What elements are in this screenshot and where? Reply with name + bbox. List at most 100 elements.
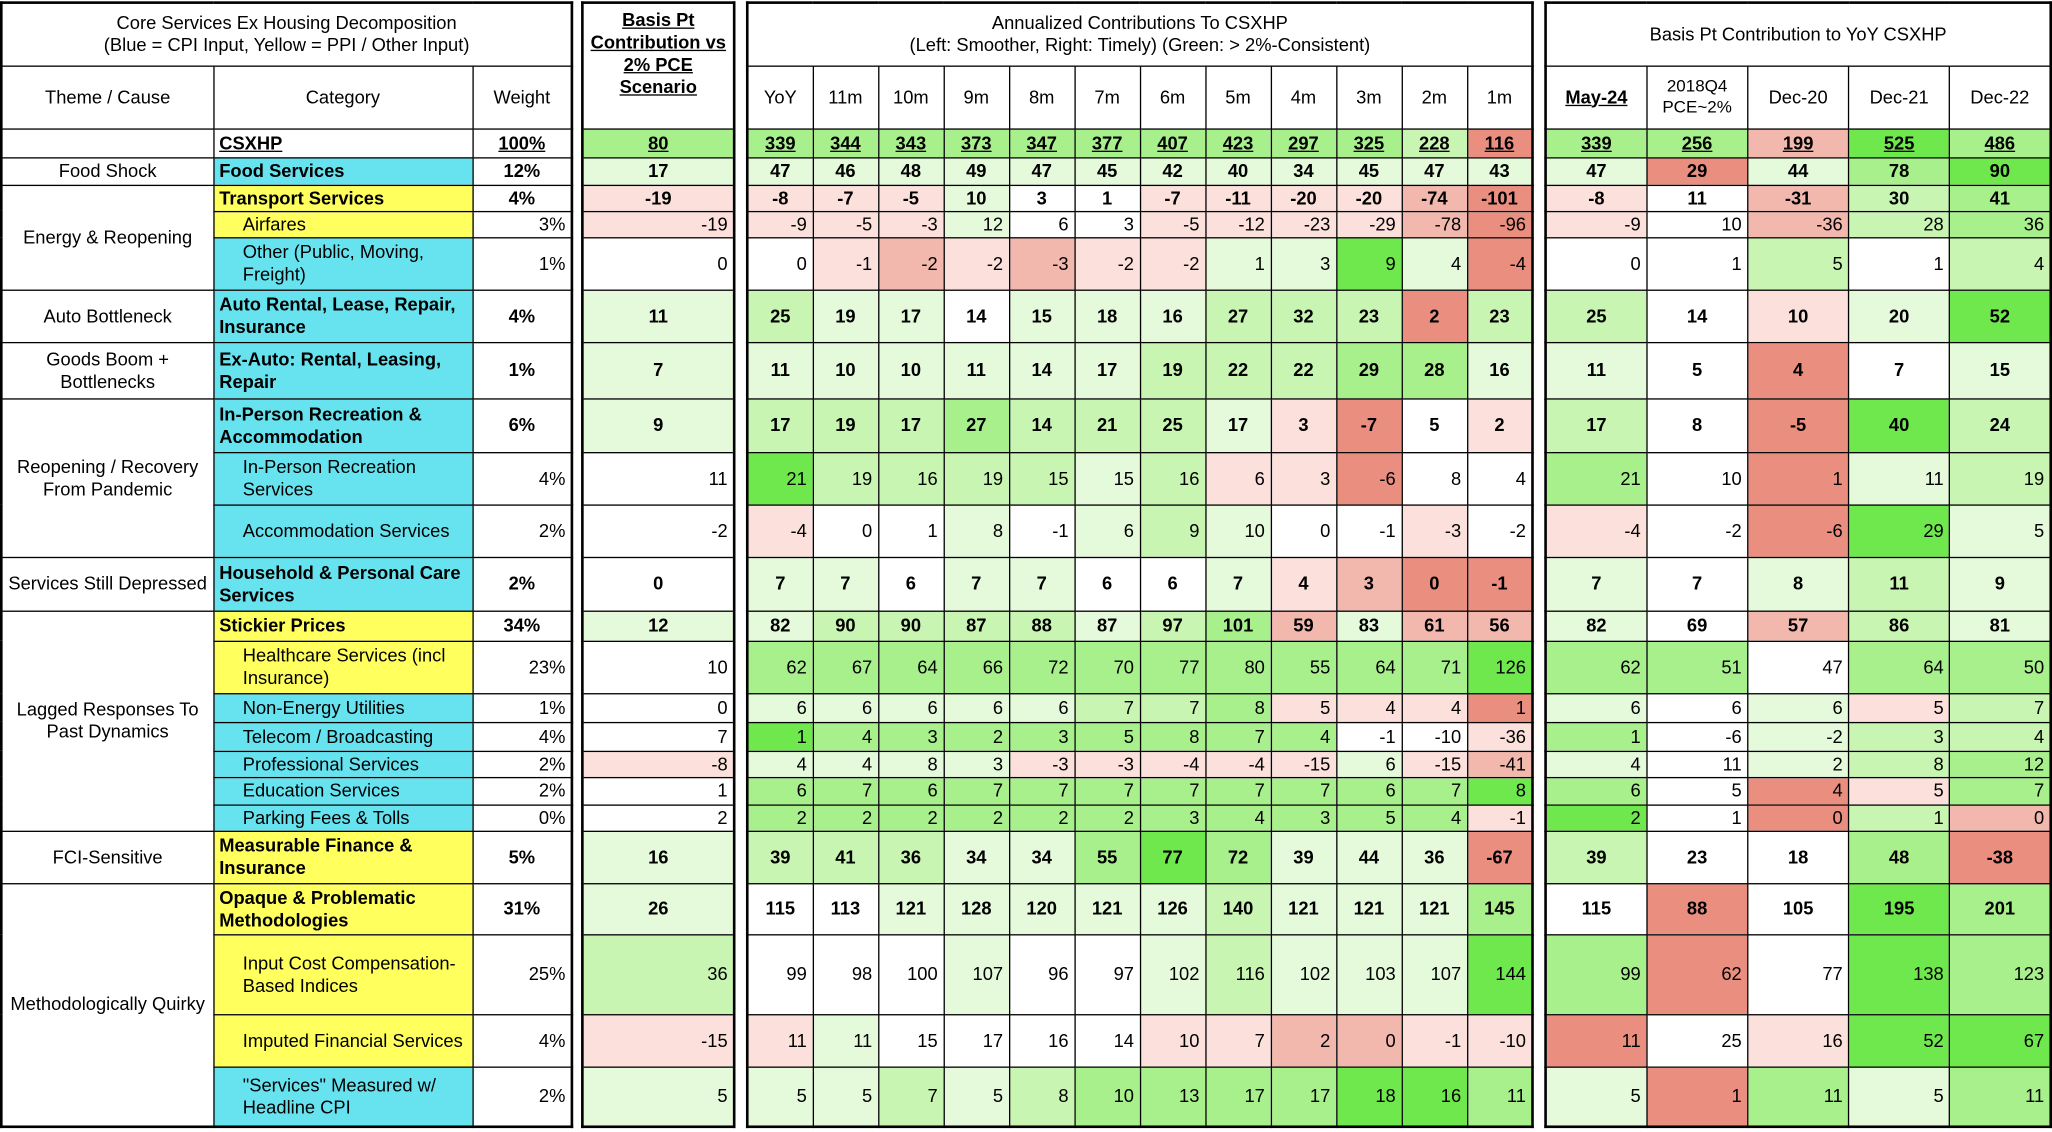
- annualized-cell: 297: [1270, 127, 1337, 158]
- annualized-cell: 77: [1139, 830, 1206, 884]
- yoy-cell-text: 99: [1620, 962, 1641, 984]
- annualized-cell-text: 98: [851, 962, 873, 984]
- annualized-cell-text: 14: [1031, 358, 1052, 380]
- column-header-text: YoY: [763, 85, 797, 107]
- annualized-cell: 6: [877, 776, 945, 806]
- yoy-cell: 11: [1847, 556, 1951, 612]
- column-header: 5m: [1204, 64, 1272, 130]
- weight-cell: 4%: [471, 451, 573, 506]
- weight-cell: 2%: [471, 750, 573, 778]
- annualized-cell: 339: [746, 127, 814, 158]
- annualized-cell-text: 5: [862, 1085, 873, 1107]
- annualized-cell: 126: [1466, 640, 1534, 694]
- annualized-cell: -6: [1335, 451, 1403, 506]
- annualized-cell: 228: [1400, 127, 1468, 158]
- annualized-cell-text: 7: [971, 572, 982, 594]
- annualized-cell-text: 25: [1162, 414, 1183, 435]
- annualized-cell-text: 3: [1320, 806, 1331, 828]
- basis-cell-text: 0: [717, 252, 728, 274]
- annualized-cell: -23: [1270, 210, 1337, 238]
- annualized-table: Annualized Contributions To CSXHP (Left: …: [745, 1, 1534, 1129]
- annualized-cell: 11: [746, 341, 814, 399]
- annualized-cell-text: 10: [1179, 1029, 1200, 1051]
- annualized-cell-text: 140: [1222, 897, 1254, 919]
- annualized-cell: 15: [877, 1013, 945, 1068]
- annualized-cell: 7: [942, 776, 1010, 806]
- annualized-cell-text: 19: [835, 304, 856, 326]
- yoy-cell: -36: [1746, 210, 1850, 238]
- annualized-cell-text: 7: [1450, 779, 1462, 801]
- theme-cell: Auto Bottleneck: [0, 288, 214, 343]
- annualized-cell-text: -2: [986, 252, 1004, 274]
- weight-cell-text: 100%: [498, 131, 546, 153]
- theme-cell: Services Still Depressed: [0, 556, 214, 612]
- category-cell: "Services" Measured w/ Headline CPI: [212, 1065, 474, 1128]
- basis-cell: -8: [581, 750, 735, 778]
- annualized-cell-text: 19: [851, 467, 873, 489]
- row: 17 19 17 27 14 21 25 17 3 -7 5 2: [746, 397, 1534, 453]
- basis-cell: 9: [581, 397, 735, 453]
- row: Food Shock Food Services 12%: [0, 156, 573, 186]
- category-cell: Input Cost Compensation-Based Indices: [212, 933, 474, 1015]
- row: 1 -6 -2 3 4: [1544, 721, 2052, 752]
- annualized-cell-text: 3: [1036, 186, 1047, 208]
- annualized-cell: 5: [746, 1065, 814, 1128]
- annualized-cell: 0: [746, 236, 814, 291]
- annualized-cell-text: 17: [1244, 1085, 1265, 1107]
- annualized-cell: 10: [877, 341, 945, 399]
- annualized-cell-text: 64: [1375, 655, 1396, 677]
- theme-cell-text: Goods Boom + Bottlenecks: [46, 347, 170, 392]
- annualized-cell-text: 6: [1385, 779, 1396, 801]
- annualized-cell: 10: [1139, 1013, 1206, 1068]
- annualized-cell-text: 11: [787, 1029, 807, 1051]
- annualized-cell: 66: [942, 640, 1010, 694]
- category-cell-text: Healthcare Services (incl Insurance): [242, 644, 446, 688]
- annualized-cell: 2: [746, 803, 814, 832]
- yoy-cell-text: 11: [2025, 1085, 2045, 1107]
- annualized-cell-text: 6: [1385, 752, 1396, 774]
- yoy-cell-text: 82: [1586, 614, 1607, 636]
- annualized-cell-text: -23: [1303, 212, 1331, 234]
- annualized-cell-text: 3: [1320, 467, 1331, 489]
- yoy-cell-text: 2: [1630, 806, 1641, 828]
- annualized-cell: 2: [1400, 288, 1468, 343]
- panel-title: Core Services Ex Housing Decomposition (B…: [0, 1, 573, 67]
- annualized-cell-text: 144: [1495, 962, 1526, 984]
- yoy-cell-text: 41: [1989, 186, 2011, 208]
- column-header: Basis Pt Contribution vs 2% PCE Scenario: [581, 1, 735, 130]
- annualized-cell-text: 5: [1429, 414, 1440, 435]
- annualized-cell: -5: [812, 210, 879, 238]
- yoy-cell-text: 48: [1888, 845, 1910, 867]
- annualized-cell-text: 128: [960, 897, 992, 919]
- annualized-cell: 23: [1335, 288, 1403, 343]
- category-cell: Imputed Financial Services: [212, 1013, 474, 1068]
- yoy-cell-text: 4: [1793, 358, 1804, 380]
- yoy-cell-text: 5: [1691, 358, 1703, 380]
- yoy-cell: 1: [1645, 803, 1749, 832]
- annualized-cell-text: 72: [1048, 655, 1069, 677]
- annualized-cell: 34: [1270, 156, 1337, 186]
- annualized-cell-text: 55: [1309, 655, 1331, 677]
- yoy-cell: 201: [1948, 882, 2052, 935]
- annualized-cell: 377: [1073, 127, 1141, 158]
- annualized-cell-text: 19: [1162, 358, 1183, 380]
- yoy-cell-text: 4: [1630, 752, 1641, 774]
- yoy-cell: 5: [1746, 236, 1850, 291]
- weight-cell: 100%: [471, 127, 573, 158]
- annualized-cell: 22: [1204, 341, 1272, 399]
- yoy-cell: 195: [1847, 882, 1951, 935]
- basis-cell-text: -19: [701, 212, 728, 234]
- basis-cell: 0: [581, 692, 735, 723]
- annualized-cell: -101: [1466, 184, 1534, 212]
- annualized-cell: 3: [1270, 803, 1337, 832]
- yoy-cell: 16: [1746, 1013, 1850, 1068]
- row: 2: [581, 803, 735, 832]
- annualized-cell-text: 10: [966, 186, 987, 208]
- column-header-text: 9m: [963, 85, 990, 107]
- row: 47 46 48 49 47 45 42 40 34 45 47 43: [746, 156, 1534, 186]
- annualized-cell-text: 0: [796, 252, 807, 274]
- annualized-cell-text: 64: [917, 655, 938, 677]
- weight-cell-text: 4%: [538, 1029, 566, 1051]
- row: 99 98 100 107 96 97 102 116 102 103 107 144: [746, 933, 1534, 1015]
- basis-cell-text: 16: [648, 845, 669, 867]
